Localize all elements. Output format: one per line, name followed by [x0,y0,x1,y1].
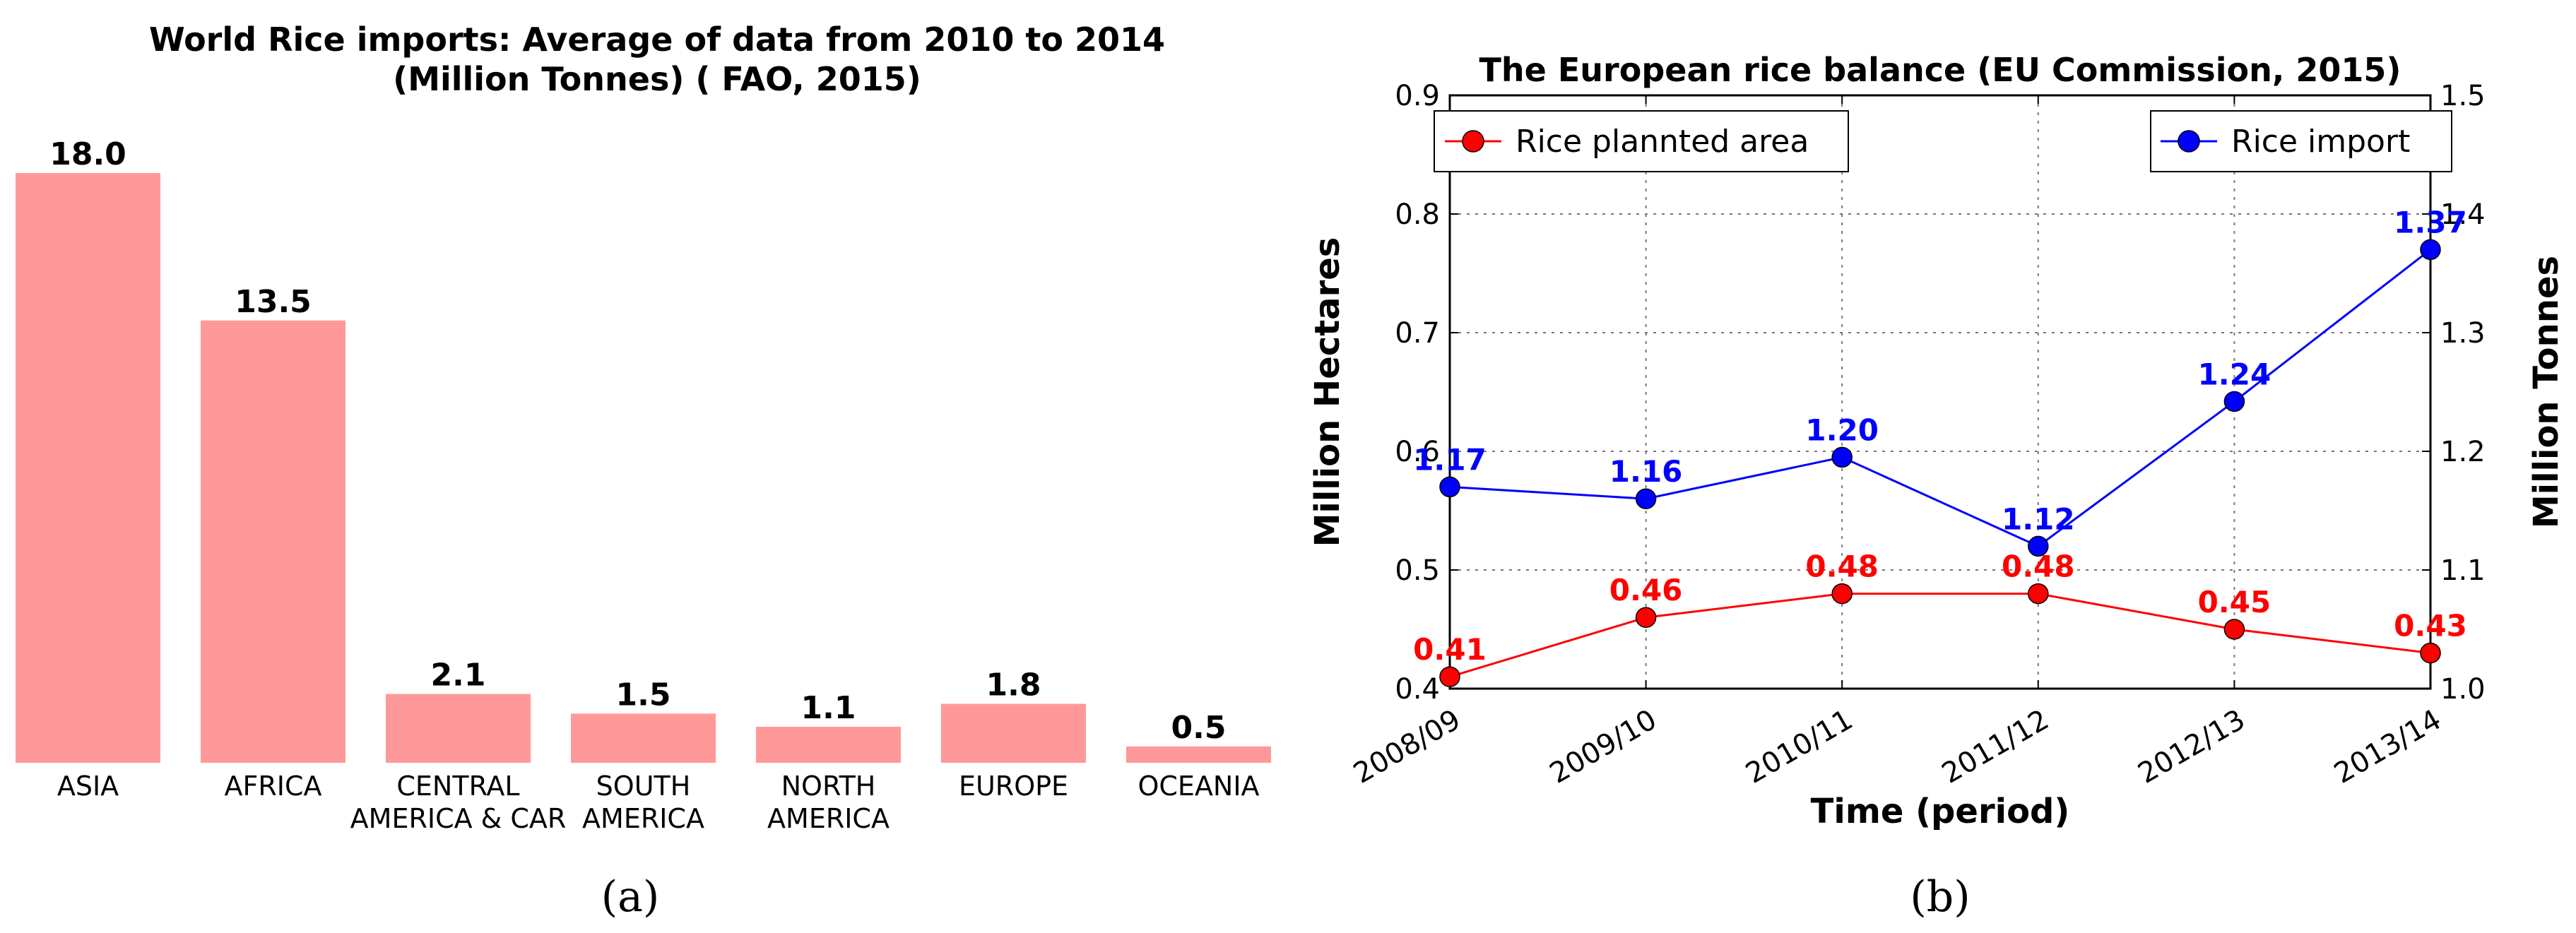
data-point-label: 0.48 [1805,549,1879,584]
bar [571,713,716,763]
y-tick-label-right: 1.2 [2440,436,2486,468]
data-point [1635,488,1657,509]
category-label-line2: AMERICA [767,803,890,834]
data-point-label: 1.20 [1805,412,1879,447]
bar-value-label: 0.5 [1171,710,1227,746]
bar-value-label: 1.1 [801,690,856,726]
y-axis-left-label: Million Hectares [1308,237,1347,547]
x-tick-label: 2008/09 [1348,703,1466,790]
bar-value-label: 2.1 [431,658,486,694]
legend-left-box [1434,110,1849,172]
bar-chart-title-line1: World Rice imports: Average of data from… [149,20,1165,59]
legend-rice-import: Rice import [2150,110,2452,172]
data-point [1635,607,1657,628]
panel-b-caption: (b) [1910,872,1970,922]
data-point-label: 1.16 [1609,454,1683,489]
y-axis-right-label: Million Tonnes [2527,256,2566,528]
bar-value-label: 1.8 [986,667,1041,703]
data-point [1439,476,1460,498]
panel-a-bar-chart: World Rice imports: Average of data from… [16,20,1271,922]
category-label: OCEANIA [1138,771,1259,802]
category-label: ASIA [57,771,119,802]
line-chart-title: The European rice balance (EU Commission… [1479,51,2401,89]
legend-left-label: Rice plannted area [1516,124,1809,160]
category-label: NORTH [781,771,876,802]
bar [201,320,345,763]
x-tick-label: 2013/14 [2329,703,2447,790]
data-point-label: 0.43 [2394,609,2467,643]
data-point-label: 0.41 [1413,632,1487,667]
x-tick-label: 2012/13 [2132,703,2250,790]
data-point [2223,619,2245,640]
data-point [1831,446,1853,468]
bar [941,703,1086,763]
panel-b-line-chart: The European rice balance (EU Commission… [1308,51,2566,922]
legend-rice-planted-area: Rice plannted area [1434,110,1849,172]
bar [756,726,901,763]
gridlines [1450,95,2430,689]
bar [1126,746,1271,763]
x-tick-label: 2011/12 [1937,703,2055,790]
category-label-line2: AMERICA [582,803,704,834]
category-label-line2: AMERICA & CAR [350,803,567,834]
x-axis-label: Time (period) [1811,792,2070,831]
data-point [1831,583,1853,605]
y-tick-label-right: 1.4 [2440,198,2486,231]
bar-value-label: 18.0 [49,136,126,172]
data-point [2223,391,2245,412]
category-label: EUROPE [959,771,1068,802]
bar [386,694,531,763]
y-tick-label-left: 0.5 [1395,554,1440,587]
category-label: AFRICA [225,771,322,802]
data-point [2028,535,2049,557]
bar-value-label: 13.5 [235,284,312,320]
y-tick-label-left: 0.6 [1395,436,1440,468]
y-tick-label-right: 1.3 [2440,317,2486,350]
legend-right-marker [2178,130,2200,153]
data-point-label: 0.46 [1609,573,1683,607]
y-tick-label-left: 0.9 [1395,80,1440,112]
data-point [2028,583,2049,605]
x-tick-label: 2009/10 [1544,703,1662,790]
x-tick-label: 2010/11 [1740,703,1858,790]
data-point-label: 1.17 [1413,442,1487,477]
category-label: CENTRAL [396,771,519,802]
y-tick-label-left: 0.4 [1395,673,1440,706]
plot-frame [1448,94,2432,690]
data-point-label: 1.12 [2002,501,2075,536]
bar-chart-title-line2: (Million Tonnes) ( FAO, 2015) [393,60,921,98]
data-point [2420,239,2441,261]
data-point-label: 1.37 [2394,205,2467,239]
category-label: SOUTH [596,771,691,802]
y-tick-label-right: 1.1 [2440,554,2486,587]
data-point-label: 1.24 [2198,357,2271,391]
legend-left-marker [1462,130,1484,153]
y-tick-label-right: 1.5 [2440,80,2486,112]
y-tick-label-left: 0.8 [1395,198,1440,231]
y-tick-label-right: 1.0 [2440,673,2486,706]
data-point [1439,666,1460,687]
y-tick-label-left: 0.7 [1395,317,1440,350]
data-point [2420,642,2441,664]
bar-value-label: 1.5 [616,677,671,713]
bar [16,173,160,763]
series-line [1449,249,2431,548]
legend-right-label: Rice import [2231,124,2410,160]
series-line [1449,593,2431,678]
data-point-label: 0.45 [2198,585,2271,619]
panel-a-caption: (a) [601,872,660,922]
